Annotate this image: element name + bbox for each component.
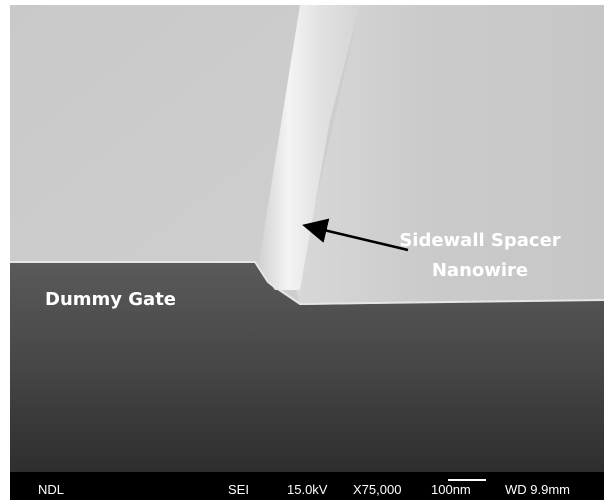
micrograph: Sidewall Spacer Nanowire Dummy Gate <box>10 5 604 472</box>
annotation: Dummy Gate <box>45 289 176 310</box>
annotation: Nanowire <box>432 260 528 281</box>
page: {"annotations":{"spacer_line1":"Sidewall… <box>0 0 609 504</box>
annotation: Sidewall Spacer <box>399 230 560 251</box>
info-text: NDL <box>38 482 64 497</box>
info-text: WD 9.9mm <box>505 482 570 497</box>
info-text: 100nm <box>431 482 471 497</box>
info-text: 15.0kV <box>287 482 328 497</box>
info-bar: NDL SEI 15.0kV X75,000 100nm WD 9.9mm <box>10 472 604 500</box>
sem-micrograph: Sidewall Spacer Nanowire Dummy Gate NDL … <box>0 0 609 504</box>
info-text: X75,000 <box>353 482 401 497</box>
info-text: SEI <box>228 482 249 497</box>
